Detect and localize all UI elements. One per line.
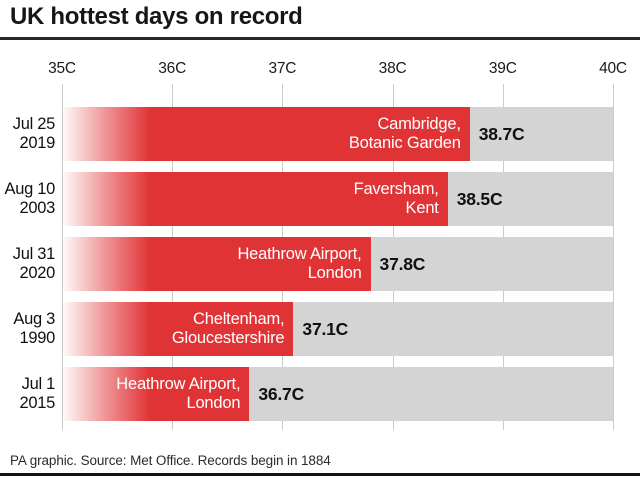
temperature-bar: Heathrow Airport, London: [62, 237, 371, 291]
temperature-value: 38.5C: [456, 188, 503, 209]
x-tick-label: 38C: [378, 60, 407, 77]
bar-track: Heathrow Airport, London 36.7C: [62, 367, 613, 421]
temperature-bar: Heathrow Airport, London: [62, 367, 250, 421]
location-label: Cambridge, Botanic Garden: [348, 114, 461, 152]
date-label: Jul 25 2019: [12, 114, 56, 152]
temperature-bar: Cheltenham, Gloucestershire: [62, 302, 294, 356]
x-tick-label: 37C: [268, 60, 297, 77]
record-row: Jul 25 2019 Cambridge, Botanic Garden 38.7C: [0, 107, 640, 161]
bar-track: Cheltenham, Gloucestershire 37.1C: [62, 302, 613, 356]
bar-track: Faversham, Kent 38.5C: [62, 172, 613, 226]
bar-track: Cambridge, Botanic Garden 38.7C: [62, 107, 613, 161]
gridline-40C: [613, 84, 614, 430]
location-label: Heathrow Airport, London: [237, 244, 362, 282]
date-label: Jul 31 2020: [12, 244, 56, 282]
chart-title: UK hottest days on record: [10, 3, 303, 30]
record-row: Aug 10 2003 Faversham, Kent 38.5C: [0, 172, 640, 226]
date-label: Aug 3 1990: [13, 309, 55, 347]
x-tick-label: 39C: [488, 60, 517, 77]
temperature-value: 37.8C: [379, 253, 426, 274]
x-tick-label: 36C: [158, 60, 187, 77]
record-row: Aug 3 1990 Cheltenham, Gloucestershire 37.1C: [0, 302, 640, 356]
temperature-bar: Faversham, Kent: [62, 172, 448, 226]
date-label: Aug 10 2003: [4, 179, 56, 217]
bar-remainder: 37.1C: [293, 302, 613, 356]
location-label: Heathrow Airport, London: [116, 374, 241, 412]
location-label: Faversham, Kent: [353, 179, 439, 217]
record-row: Jul 31 2020 Heathrow Airport, London 37.8C: [0, 237, 640, 291]
source-note: PA graphic. Source: Met Office. Records …: [10, 453, 331, 468]
bar-remainder: 36.7C: [249, 367, 613, 421]
date-label: Jul 1 2015: [19, 374, 55, 412]
x-tick-label: 35C: [48, 60, 76, 77]
bar-remainder: 38.5C: [447, 172, 613, 226]
temperature-value: 37.1C: [302, 318, 349, 339]
temperature-value: 38.7C: [478, 123, 525, 144]
record-row: Jul 1 2015 Heathrow Airport, London 36.7C: [0, 367, 640, 421]
x-tick-label: 40C: [599, 60, 627, 77]
bar-track: Heathrow Airport, London 37.8C: [62, 237, 613, 291]
title-divider: [0, 37, 640, 40]
bar-remainder: 37.8C: [370, 237, 613, 291]
temperature-value: 36.7C: [258, 383, 305, 404]
bottom-divider: [0, 473, 640, 476]
temperature-bar: Cambridge, Botanic Garden: [62, 107, 470, 161]
location-label: Cheltenham, Gloucestershire: [171, 309, 285, 347]
bar-remainder: 38.7C: [469, 107, 613, 161]
